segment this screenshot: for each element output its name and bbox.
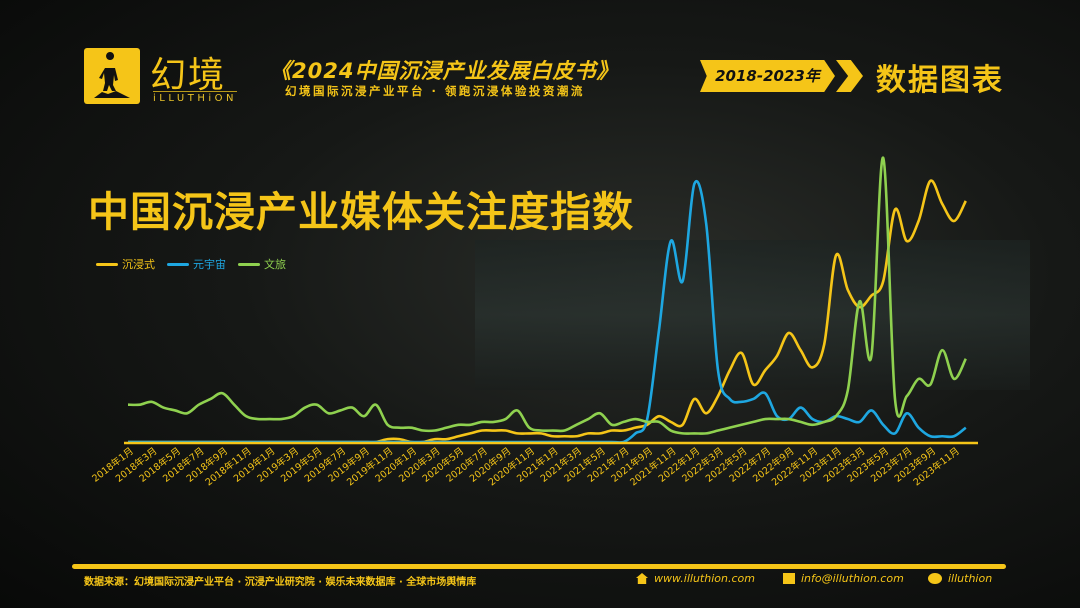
- chart-title: 中国沉浸产业媒体关注度指数: [88, 188, 634, 236]
- wechat-icon: [928, 573, 942, 584]
- year-range-banner: 2018-2023年: [700, 60, 835, 92]
- section-title: 数据图表: [876, 63, 1004, 98]
- footer-divider: [72, 564, 1006, 569]
- legend-item: 沉浸式: [96, 256, 155, 272]
- legend-swatch: [167, 262, 189, 266]
- report-tagline: 幻境国际沉浸产业平台 · 领跑沉浸体验投资潮流: [285, 84, 585, 98]
- email-link[interactable]: info@illuthion.com: [783, 572, 904, 585]
- series-line-1: [128, 179, 967, 444]
- website-text: www.illuthion.com: [654, 572, 755, 585]
- chart-legend: 沉浸式 元宇宙 文旅: [96, 256, 286, 272]
- brand-name-en: iLLUTHiON: [153, 91, 237, 104]
- mail-icon: [783, 573, 795, 584]
- climber-icon: [94, 52, 130, 98]
- legend-label: 元宇宙: [193, 258, 226, 271]
- legend-swatch: [238, 262, 260, 266]
- report-title: 《2024中国沉浸产业发展白皮书》: [270, 59, 619, 83]
- legend-label: 沉浸式: [122, 258, 155, 271]
- legend-label: 文旅: [264, 258, 286, 271]
- website-link[interactable]: www.illuthion.com: [636, 572, 755, 585]
- wechat-account: illuthion: [928, 572, 992, 585]
- logo: [84, 48, 140, 104]
- series-line-3: [127, 156, 967, 435]
- legend-item: 文旅: [238, 256, 286, 272]
- brand-name: 幻境: [150, 55, 227, 96]
- wechat-text: illuthion: [948, 572, 993, 585]
- series-line-2: [128, 180, 967, 444]
- email-text: info@illuthion.com: [801, 572, 904, 585]
- legend-item: 元宇宙: [167, 256, 226, 272]
- data-source: 数据来源：幻境国际沉浸产业平台 · 沉浸产业研究院 · 娱乐未来数据库 · 全球…: [84, 577, 477, 588]
- legend-swatch: [96, 262, 118, 266]
- home-icon: [636, 573, 648, 584]
